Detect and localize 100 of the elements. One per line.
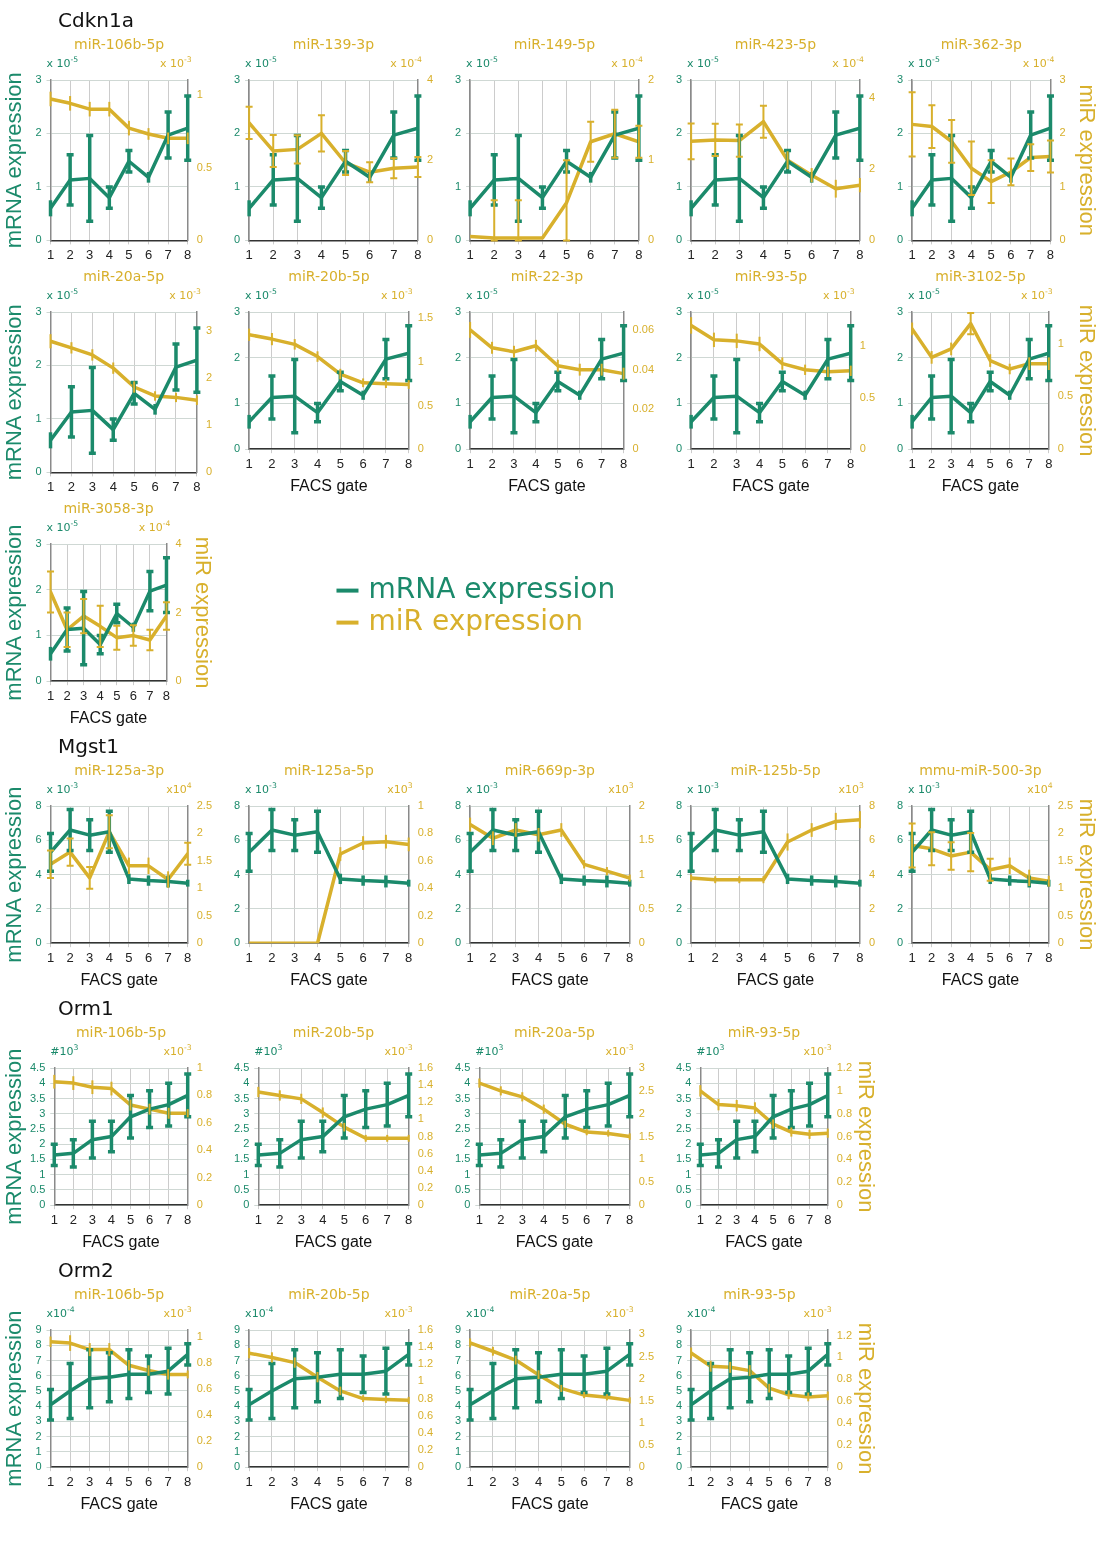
y2-tick-label: 0.4 [196,1407,213,1420]
chart-title: miR-125a-3p [74,762,165,778]
y2-tick-label: 0.4 [836,1416,853,1429]
x-tick-label: 2 [268,455,276,471]
y2-tick-label: 0 [426,233,434,246]
y2-tick-label: 1.5 [196,853,213,866]
y2-tick-label: 1.2 [836,1328,853,1341]
y-tick-label: 3 [35,537,42,550]
chart-title: miR-93-5p [723,1286,796,1302]
x-tick-label: 1 [254,1211,262,1227]
y-axis-title: mRNA expression [1,524,27,701]
y2-tick-label: 0.2 [836,1175,853,1188]
chart-title: miR-20b-5p [288,268,370,284]
y-tick-label: 2 [675,350,683,363]
x-tick-label: 8 [1046,246,1055,262]
y-tick-label: 2 [35,1429,42,1442]
x-tick-label: 8 [184,1473,192,1489]
x-tick-label: 6 [580,1473,588,1489]
y2-tick-label: 1.5 [417,311,434,324]
y2-tick-label: 0 [632,442,639,455]
y-tick-label: 1.5 [454,1152,471,1165]
y-tick-label: 0 [35,936,42,949]
chart-title: miR-125a-5p [283,762,374,778]
y-tick-label: 2.5 [454,1122,471,1135]
x-tick-label: 4 [109,478,117,494]
y2-tick-label: 0.8 [417,826,434,839]
x-tick-label: 2 [489,949,497,965]
y2-tick-label: 0.2 [417,908,434,921]
x-tick-label: 4 [313,455,322,471]
x-tick-label: 2 [268,1473,276,1489]
y2-tick-label: 1 [417,799,424,812]
y2-tick-label: 2 [638,1106,645,1119]
y2-tick-label: 0 [1059,233,1066,246]
y2-tick-label: 0 [196,1460,203,1473]
y-tick-label: 0 [35,674,42,687]
y-tick-label: 0 [35,1460,42,1473]
x-tick-label: 2 [66,246,74,262]
y-tick-label: 3.5 [233,1091,250,1104]
x-tick-label: 4 [967,246,976,262]
y-tick-label: 7 [675,1353,683,1366]
y-tick-label: 1 [896,179,904,192]
y-tick-label: 3 [675,73,683,86]
y-tick-label: 0.5 [675,1182,692,1195]
y-tick-label: 0 [35,233,42,246]
y2-tick-label: 1.5 [638,1393,655,1406]
y2-tick-label: 0.5 [417,398,434,411]
x-tick-label: 4 [967,949,975,965]
x-tick-label: 6 [359,949,367,965]
y2-tick-label: 1 [196,1061,203,1074]
x-tick-label: 2 [928,246,936,262]
y2-tick-label: 2 [1059,126,1066,139]
x-tick-label: 8 [162,687,171,703]
x-tick-label: 8 [824,1473,832,1489]
y2-tick-label: 0.2 [417,1181,434,1194]
y2-tick-label: 0 [638,936,645,949]
y-tick-label: 2.5 [233,1122,250,1135]
y-tick-label: 0 [35,465,42,478]
x-tick-label: 7 [603,949,611,965]
x-tick-label: 4 [313,1473,322,1489]
x-tick-label: 8 [405,1473,413,1489]
x-tick-label: 3 [86,1473,94,1489]
y-tick-label: 6 [233,1368,241,1381]
y-tick-label: 0.5 [233,1182,250,1195]
x-tick-label: 4 [317,246,326,262]
x-tick-label: 6 [787,1211,795,1227]
x-tick-label: 7 [611,246,619,262]
x-tick-label: 3 [735,949,743,965]
y-tick-label: 4 [243,1076,250,1089]
y-tick-label: 1 [35,628,42,641]
y-tick-label: 3.5 [29,1091,46,1104]
x-tick-label: 4 [532,455,540,471]
y-tick-label: 4 [35,1399,42,1412]
y2-tick-label: 1 [1057,881,1064,894]
x-tick-label: 7 [603,1473,611,1489]
y2-tick-label: 1.5 [638,1129,655,1142]
y-tick-label: 5 [675,1384,683,1397]
y-tick-label: 2.5 [29,1122,46,1135]
y-tick-label: 2 [454,350,462,363]
y-tick-label: 1 [675,179,683,192]
y-tick-label: 2 [243,1137,250,1150]
y-tick-label: 7 [35,1353,42,1366]
legend-label: miR expression [368,603,583,637]
x-tick-label: 6 [129,687,137,703]
y-tick-label: 1.5 [233,1152,250,1165]
y-tick-label: 8 [896,799,904,812]
y2-tick-label: 2 [868,162,876,175]
x-tick-label: 6 [583,1211,591,1227]
y-tick-label: 2.5 [675,1122,692,1135]
y2-tick-label: 3 [205,323,213,336]
y2-tick-label: 1 [1059,179,1066,192]
y2-tick-label: 1.2 [836,1061,853,1074]
y2-tick-label: 0.6 [417,1408,434,1421]
x-tick-label: 3 [512,1473,520,1489]
x-tick-label: 3 [947,455,955,471]
y-tick-label: 4 [233,1399,241,1412]
x-tick-label: 6 [362,1211,370,1227]
y2-tick-label: 1 [196,1329,203,1342]
x-tick-label: 4 [319,1211,327,1227]
y2-tick-label: 0.6 [417,1146,434,1159]
y-tick-label: 1 [464,1167,471,1180]
